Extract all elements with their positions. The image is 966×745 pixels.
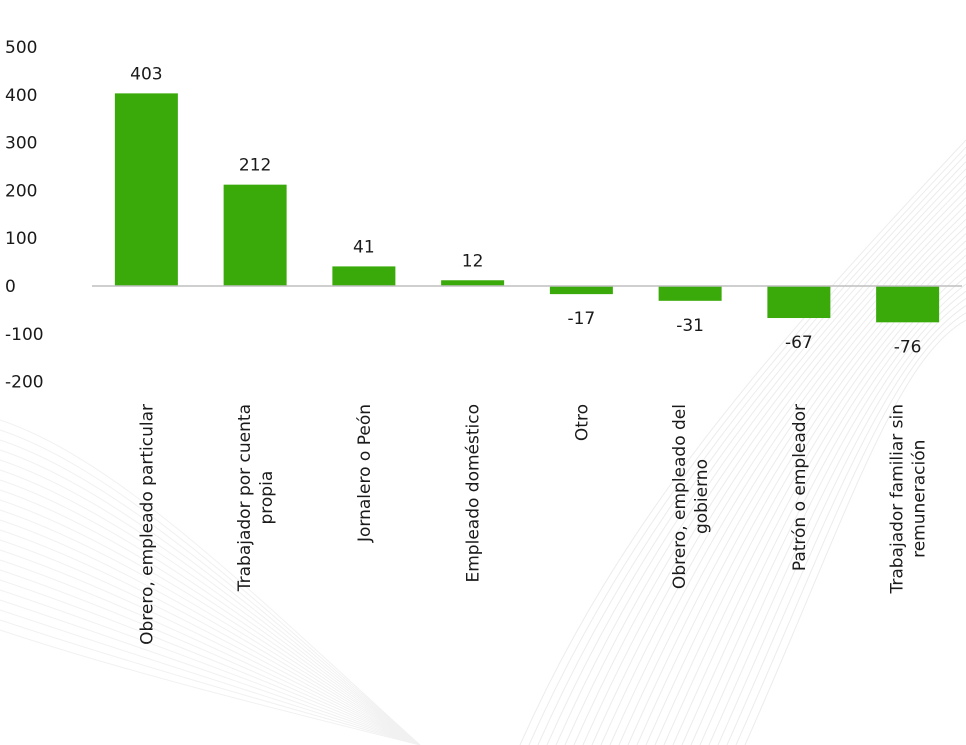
y-tick-label: 300: [5, 134, 37, 154]
background-wave-line: [564, 175, 966, 745]
x-category-label: Trabajador por cuenta propia: [235, 404, 277, 592]
bar: [876, 286, 940, 323]
bar: [223, 184, 287, 286]
y-tick-label: 400: [5, 86, 37, 106]
data-label: 403: [130, 64, 162, 84]
bars: [114, 93, 940, 323]
bar: [658, 286, 722, 301]
background-wave-line: [627, 226, 966, 745]
background-wave-line: [0, 569, 421, 745]
background-wave-line: [735, 312, 966, 745]
data-labels: 403 212 41 12 -17 -31 -67 -76: [130, 64, 921, 357]
y-tick-label: -100: [5, 325, 44, 345]
x-category-label-line: Empleado doméstico: [464, 404, 484, 583]
x-category-label-line: Obrero, empleado particular: [137, 404, 157, 645]
background-wave-line: [0, 619, 421, 745]
background-wave-line: [618, 218, 966, 745]
background-wave-line: [0, 559, 421, 745]
y-tick-label: -200: [5, 373, 44, 393]
data-label: 41: [353, 237, 375, 257]
x-category-label-line: Obrero, empleado del: [670, 404, 690, 589]
x-category-label-line: gobierno: [692, 459, 712, 534]
background-wave-line: [609, 211, 966, 745]
background-wave-line: [0, 579, 421, 745]
background-wave-line: [582, 190, 966, 745]
background-wave-line: [0, 519, 421, 745]
background-wave-line: [708, 290, 966, 745]
x-category-label-line: Patrón o empleador: [790, 404, 810, 571]
x-category-label: Otro: [572, 404, 592, 441]
background-wave-line: [0, 449, 421, 745]
background-wave-line: [519, 139, 966, 745]
background-wave-line: [726, 305, 966, 745]
bar: [114, 93, 178, 286]
background-wave-line: [717, 297, 966, 745]
x-category-label-line: propia: [257, 471, 277, 525]
data-label: 12: [462, 251, 484, 271]
x-category-label: Obrero, empleado particular: [137, 404, 157, 645]
y-tick-label: 200: [5, 181, 37, 201]
background-wave-line: [573, 182, 966, 745]
bar: [441, 280, 505, 286]
x-axis-category-labels: Obrero, empleado particular Trabajador po…: [137, 404, 929, 645]
background-wave-line: [0, 419, 421, 745]
data-label: 212: [239, 156, 271, 176]
background-wave-line: [0, 529, 421, 745]
data-label: -17: [567, 309, 595, 329]
y-axis-tick-labels: 500 400 300 200 100 0 -100 -200: [5, 38, 44, 393]
background-wave-line: [0, 539, 421, 745]
background-wave-line: [537, 154, 966, 745]
background-wave-line: [0, 509, 421, 745]
x-category-label-line: Jornalero o Peón: [355, 404, 375, 543]
x-category-label-line: Otro: [572, 404, 592, 441]
background-wave-line: [0, 479, 421, 745]
x-category-label: Obrero, empleado del gobierno: [670, 404, 712, 589]
data-label: -67: [785, 333, 813, 353]
bar: [767, 286, 831, 319]
background-wave-line: [591, 197, 966, 745]
data-label: -31: [676, 316, 704, 336]
background-wave-line: [0, 629, 421, 745]
x-category-label: Trabajador familiar sin remuneración: [888, 404, 930, 595]
background-wave-line: [0, 549, 421, 745]
background-wave-line: [0, 589, 421, 745]
bar: [332, 266, 396, 286]
background-wave-line: [0, 439, 421, 745]
background-wave-line: [0, 609, 421, 745]
background-wave-line: [0, 599, 421, 745]
y-tick-label: 100: [5, 229, 37, 249]
background-wave-line: [528, 146, 966, 745]
background-wave-line: [546, 161, 966, 745]
x-category-label-line: Trabajador familiar sin: [888, 404, 908, 595]
background-wave-line: [0, 469, 421, 745]
background-wave-line: [0, 429, 421, 745]
x-category-label-line: Trabajador por cuenta: [235, 404, 255, 592]
background-wave-line: [0, 499, 421, 745]
bar: [549, 286, 613, 295]
background-wave-line: [0, 459, 421, 745]
x-category-label-line: remuneración: [910, 440, 930, 558]
background-wave-line: [555, 168, 966, 745]
y-tick-label: 0: [5, 277, 16, 297]
x-category-label: Jornalero o Peón: [355, 404, 375, 543]
x-category-label: Empleado doméstico: [464, 404, 484, 583]
x-category-label: Patrón o empleador: [790, 404, 810, 571]
data-label: -76: [894, 337, 922, 357]
y-tick-label: 500: [5, 38, 37, 58]
background-wave-line: [744, 319, 966, 745]
background-wave-line: [600, 204, 966, 745]
background-wave-line: [0, 489, 421, 745]
